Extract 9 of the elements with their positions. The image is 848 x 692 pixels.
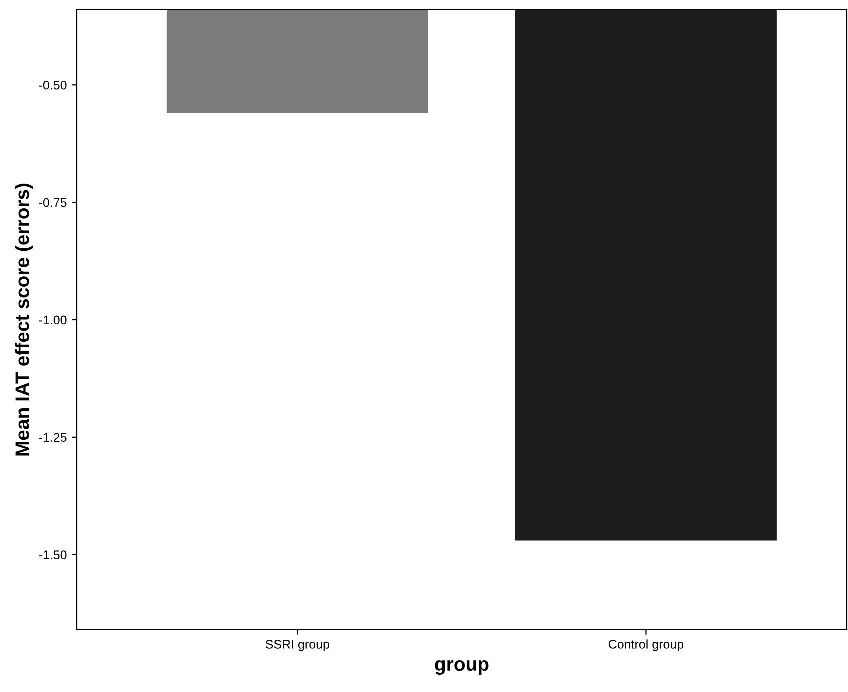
x-tick-label: Control group (608, 640, 684, 652)
y-tick-label: -0.75 (39, 198, 67, 208)
y-tick-label: -1.50 (39, 550, 67, 560)
y-tick-label: -1.00 (39, 316, 67, 325)
x-tick-label: SSRI group (266, 640, 330, 652)
y-tick-label: -1.25 (39, 433, 67, 442)
y-axis-title: Mean IAT effect score (errors) (15, 184, 34, 456)
y-tick-label: -0.50 (39, 80, 67, 90)
x-axis-title: group (435, 660, 489, 676)
